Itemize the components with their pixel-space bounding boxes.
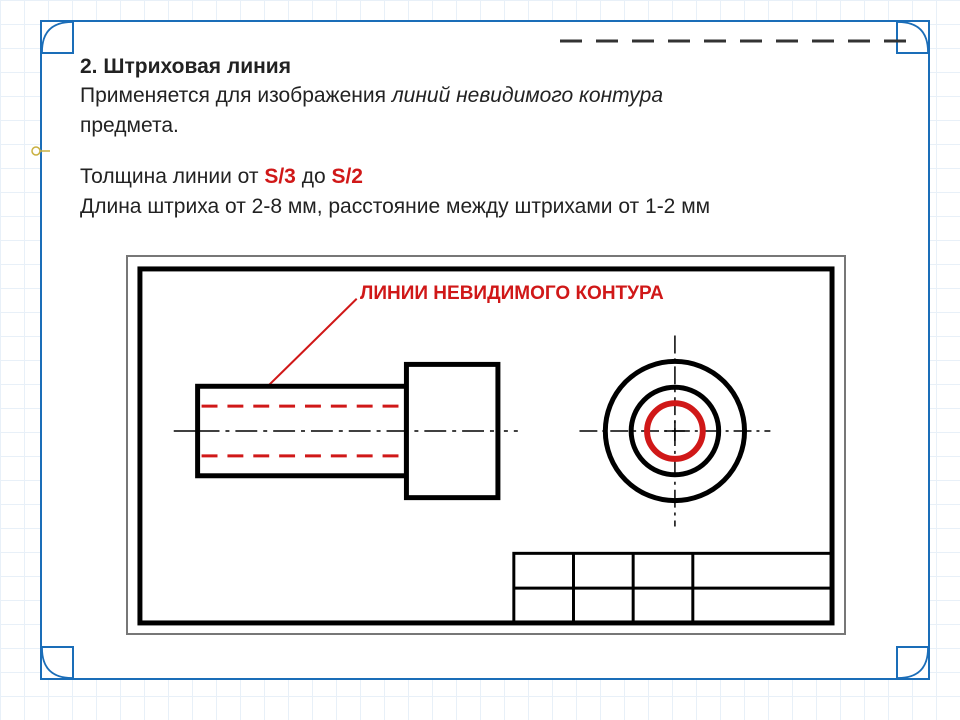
dash-spec-line: Длина штриха от 2-8 мм, расстояние между… [80, 192, 900, 221]
corner-ornament-bl [40, 646, 74, 680]
usage-line-2: предмета. [80, 111, 900, 140]
text-content: 2. Штриховая линия Применяется для изобр… [80, 52, 900, 221]
title-text: Штриховая линия [103, 55, 291, 78]
usage-line-1: Применяется для изображения линий невиди… [80, 81, 900, 110]
drawing-svg [128, 257, 844, 635]
usage-suffix: предмета. [80, 114, 179, 137]
corner-ornament-br [896, 646, 930, 680]
technical-drawing: ЛИНИИ НЕВИДИМОГО КОНТУРА [126, 255, 846, 635]
thickness-s2: S/2 [331, 165, 363, 188]
thickness-prefix: Толщина линии от [80, 165, 264, 188]
hidden-contour-label: ЛИНИИ НЕВИДИМОГО КОНТУРА [360, 283, 664, 305]
dash-spec: Длина штриха от 2-8 мм, расстояние между… [80, 195, 710, 218]
thickness-mid: до [296, 165, 332, 188]
example-dashed-line [560, 38, 920, 42]
usage-prefix: Применяется для изображения [80, 84, 392, 107]
thickness-s3: S/3 [264, 165, 296, 188]
thickness-line: Толщина линии от S/3 до S/2 [80, 162, 900, 191]
corner-ornament-tl [40, 20, 74, 54]
usage-italic: линий невидимого контура [392, 84, 663, 107]
corner-ornament-tr [896, 20, 930, 54]
title-line: 2. Штриховая линия [80, 52, 900, 81]
margin-marker-icon [30, 144, 50, 156]
title-number: 2. [80, 55, 103, 78]
